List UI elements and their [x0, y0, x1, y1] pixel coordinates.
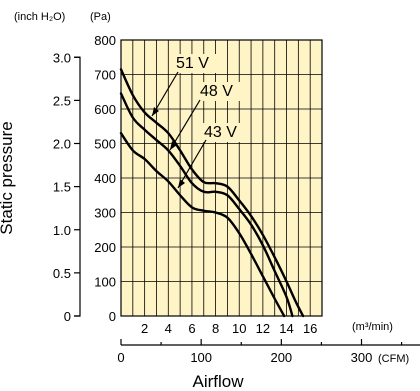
plot-border — [120, 39, 323, 317]
y-axis-secondary-tick-label: 2.0 — [53, 137, 71, 152]
series-label-background — [197, 82, 243, 101]
series-leader-arrow — [178, 179, 185, 188]
series-leader-arrow — [170, 141, 177, 150]
series-labels: 51 V 48 V 43 V — [151, 54, 247, 189]
x-axis-primary-tick-label: 10 — [232, 321, 246, 336]
curve-51v — [119, 68, 305, 318]
x-axis-primary-tick-label: 16 — [303, 321, 317, 336]
curve-43v — [119, 131, 286, 318]
y-axis-title: Static pressure — [0, 121, 16, 234]
x-axis-secondary-unit: (CFM) — [378, 353, 409, 365]
x-axis-secondary-tick-label: 0 — [117, 350, 124, 365]
x-axis-primary-tick-label: 2 — [141, 321, 148, 336]
y-axis-primary-tick-label: 200 — [94, 240, 116, 255]
series-leader-line — [169, 99, 201, 151]
x-axis-primary-tick-label: 6 — [188, 321, 195, 336]
x-axis-secondary-tick-label: 200 — [270, 350, 292, 365]
series-label-background — [173, 54, 219, 73]
y-axis-secondary-tick-label: 0 — [64, 309, 71, 324]
y-axis-primary-tick-label: 500 — [94, 137, 116, 152]
axes — [74, 56, 420, 346]
x-axis-primary-tick-label: 14 — [279, 321, 293, 336]
curves — [119, 68, 305, 318]
series-leader-arrow — [152, 107, 159, 116]
y-axis-secondary-unit: (inch H₂O) — [14, 11, 65, 23]
x-axis-primary-tick-label: 8 — [212, 321, 219, 336]
x-axis-secondary-tick-label: 300 — [351, 350, 373, 365]
y-axis-primary-tick-label: 400 — [94, 171, 116, 186]
series-label-background — [201, 123, 247, 142]
series-label: 48 V — [200, 83, 233, 100]
y-axis-secondary-tick-label: 1.0 — [53, 223, 71, 238]
series-leader-line — [177, 139, 207, 189]
y-axis-primary-tick-label: 700 — [94, 68, 116, 83]
x-axis-secondary-tick-label: 100 — [190, 350, 212, 365]
y-axis-primary-tick-label: 100 — [94, 275, 116, 290]
curve-48v — [119, 92, 294, 318]
y-axis-primary-tick-label: 0 — [109, 309, 116, 324]
x-axis-primary-tick-label: 4 — [165, 321, 172, 336]
y-axis-secondary-tick-label: 2.5 — [53, 93, 71, 108]
x-axis-title: Airflow — [192, 372, 244, 391]
series-leader-line — [151, 71, 179, 117]
series-label: 43 V — [204, 124, 237, 141]
x-axis-primary-unit: (m³/min) — [352, 321, 393, 333]
y-axis-primary-tick-label: 300 — [94, 206, 116, 221]
y-axis-primary-unit: (Pa) — [90, 11, 111, 23]
y-axis-secondary-tick-label: 1.5 — [53, 180, 71, 195]
series-label: 51 V — [176, 55, 209, 72]
x-axis-primary-tick-label: 12 — [256, 321, 270, 336]
y-axis-primary-tick-label: 800 — [94, 33, 116, 48]
y-axis-primary-tick-label: 600 — [94, 102, 116, 117]
tick-labels: 2 4 6 8 10 12 14 16 0 100 200 300 400 500 600 0 100 200 30… — [53, 33, 373, 365]
y-axis-secondary-tick-label: 0.5 — [53, 266, 71, 281]
y-axis-secondary-tick-label: 3.0 — [53, 50, 71, 65]
